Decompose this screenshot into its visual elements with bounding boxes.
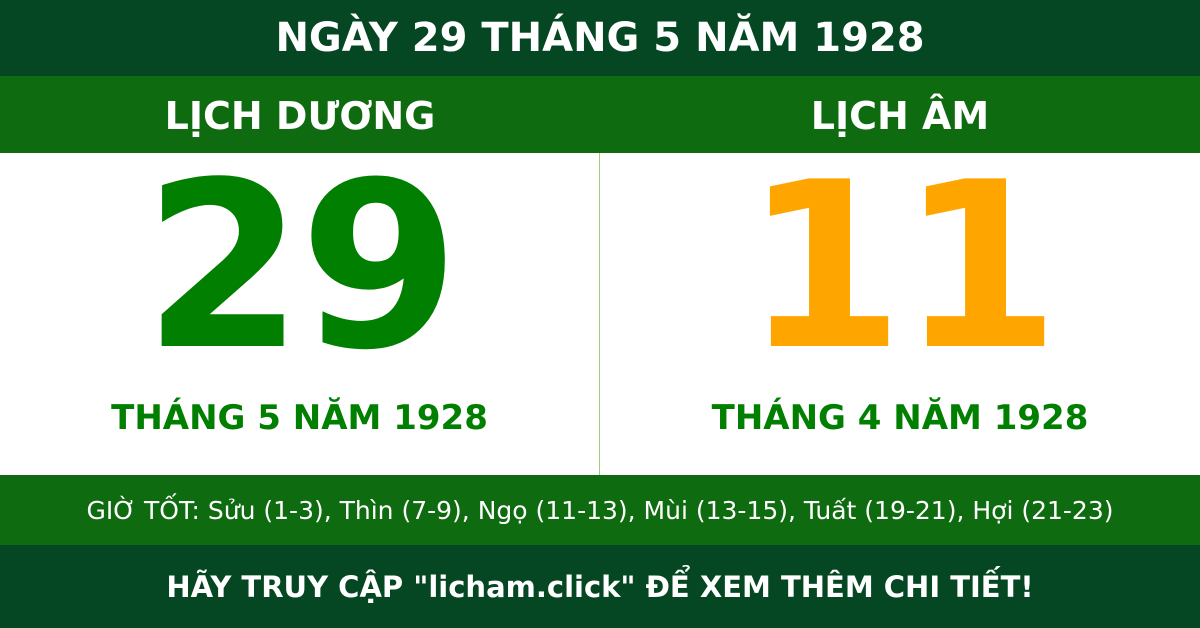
lunar-day: 11 — [743, 134, 1060, 401]
lunar-label: LỊCH ÂM — [810, 94, 990, 138]
good-hours: GIỜ TỐT: Sửu (1-3), Thìn (7-9), Ngọ (11-… — [0, 475, 1200, 545]
page-title: NGÀY 29 THÁNG 5 NĂM 1928 — [0, 0, 1200, 76]
solar-month-year: THÁNG 5 NĂM 1928 — [111, 398, 488, 438]
lunar-column: 11 THÁNG 4 NĂM 1928 — [600, 153, 1200, 475]
footer-cta: HÃY TRUY CẬP "licham.click" ĐỂ XEM THÊM … — [0, 545, 1200, 628]
solar-label: LỊCH DƯƠNG — [164, 94, 436, 138]
calendar-headers: LỊCH DƯƠNG LỊCH ÂM — [0, 76, 1200, 153]
calendar-body: 29 THÁNG 5 NĂM 1928 11 THÁNG 4 NĂM 1928 — [0, 153, 1200, 475]
solar-column: 29 THÁNG 5 NĂM 1928 — [0, 153, 600, 475]
lunar-month-year: THÁNG 4 NĂM 1928 — [711, 398, 1089, 438]
solar-day: 29 — [143, 134, 459, 401]
